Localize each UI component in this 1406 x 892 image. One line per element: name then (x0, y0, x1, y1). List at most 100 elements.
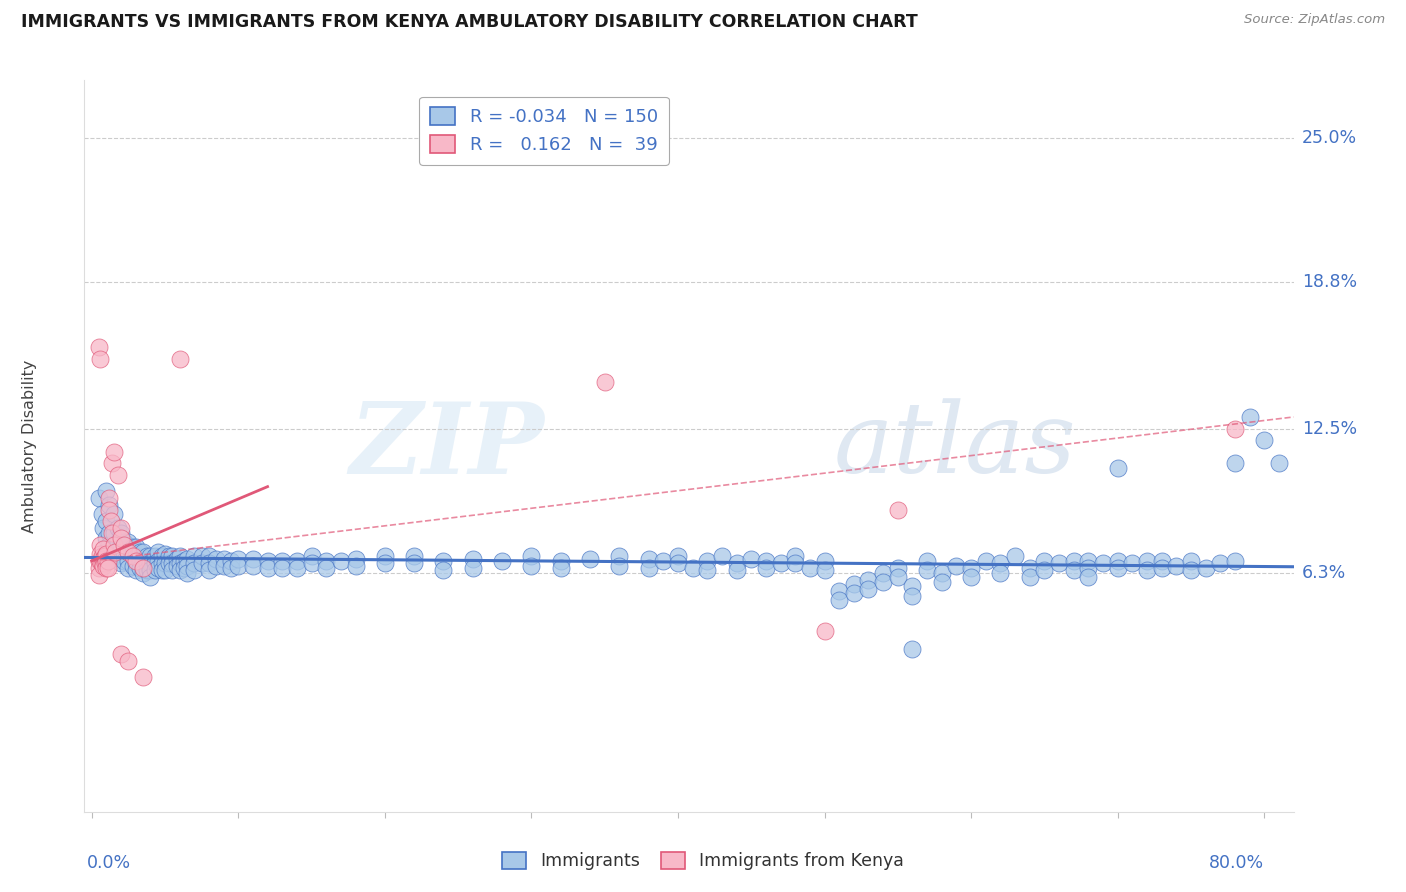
Point (89, 554, 111, 568)
Point (666, 556, 689, 570)
Point (344, 551, 367, 566)
Point (176, 566, 198, 580)
Point (1063, 563, 1085, 577)
Point (139, 563, 162, 577)
Point (1180, 563, 1202, 577)
Point (593, 375, 616, 389)
Point (93, 551, 115, 566)
Point (226, 551, 249, 566)
Point (129, 561, 152, 575)
Point (710, 549, 733, 564)
Point (1033, 563, 1056, 577)
Point (550, 554, 572, 568)
Text: 12.5%: 12.5% (1302, 419, 1357, 438)
Point (107, 468, 129, 483)
Point (124, 556, 146, 570)
Point (153, 547, 176, 561)
Point (1047, 556, 1070, 570)
Point (190, 549, 212, 564)
Point (1209, 556, 1232, 570)
Point (901, 579, 924, 593)
Point (887, 570, 910, 584)
Point (1004, 549, 1026, 564)
Point (143, 556, 166, 570)
Point (212, 551, 235, 566)
Point (550, 561, 572, 575)
Point (1223, 554, 1246, 568)
Point (94, 556, 117, 570)
Point (344, 558, 367, 573)
Point (162, 549, 184, 564)
Point (461, 551, 484, 566)
Point (887, 503, 910, 517)
Point (256, 554, 278, 568)
Point (432, 554, 454, 568)
Point (682, 561, 704, 575)
Point (93, 542, 115, 557)
Point (101, 526, 124, 541)
Point (117, 544, 139, 558)
Point (169, 556, 191, 570)
Point (842, 577, 865, 591)
Point (139, 570, 162, 584)
Point (97, 561, 120, 575)
Point (1018, 561, 1040, 575)
Point (404, 556, 426, 570)
Point (96, 531, 118, 545)
Point (97, 554, 120, 568)
Point (121, 558, 143, 573)
Point (696, 554, 718, 568)
Point (96, 547, 118, 561)
Point (183, 556, 205, 570)
Point (91, 549, 114, 564)
Point (129, 544, 152, 558)
Point (242, 551, 264, 566)
Point (169, 563, 191, 577)
Point (1063, 554, 1085, 568)
Text: 80.0%: 80.0% (1209, 854, 1264, 871)
Point (974, 554, 997, 568)
Point (136, 549, 159, 564)
Point (153, 556, 176, 570)
Point (117, 535, 139, 549)
Point (242, 558, 264, 573)
Point (143, 563, 166, 577)
Point (136, 556, 159, 570)
Point (637, 551, 659, 566)
Point (112, 538, 135, 552)
Point (132, 544, 155, 558)
Point (103, 549, 125, 564)
Point (121, 549, 143, 564)
Point (931, 574, 953, 589)
Point (98, 491, 121, 506)
Point (607, 549, 630, 564)
Point (103, 445, 125, 459)
Point (1194, 561, 1216, 575)
Point (755, 554, 778, 568)
Point (103, 526, 125, 541)
Point (132, 561, 155, 575)
Point (183, 549, 205, 564)
Point (799, 561, 821, 575)
Point (301, 549, 323, 564)
Point (652, 554, 675, 568)
Point (132, 566, 155, 580)
Point (271, 554, 294, 568)
Point (183, 563, 205, 577)
Point (315, 554, 337, 568)
Point (110, 549, 132, 564)
Point (166, 551, 188, 566)
Point (157, 549, 180, 564)
Point (117, 561, 139, 575)
Point (124, 554, 146, 568)
Point (872, 574, 894, 589)
Point (1121, 556, 1143, 570)
Point (110, 647, 132, 661)
Point (96, 515, 118, 529)
Point (124, 540, 146, 554)
Point (112, 535, 135, 549)
Point (150, 563, 173, 577)
Point (990, 556, 1012, 570)
Point (139, 549, 162, 564)
Point (960, 561, 983, 575)
